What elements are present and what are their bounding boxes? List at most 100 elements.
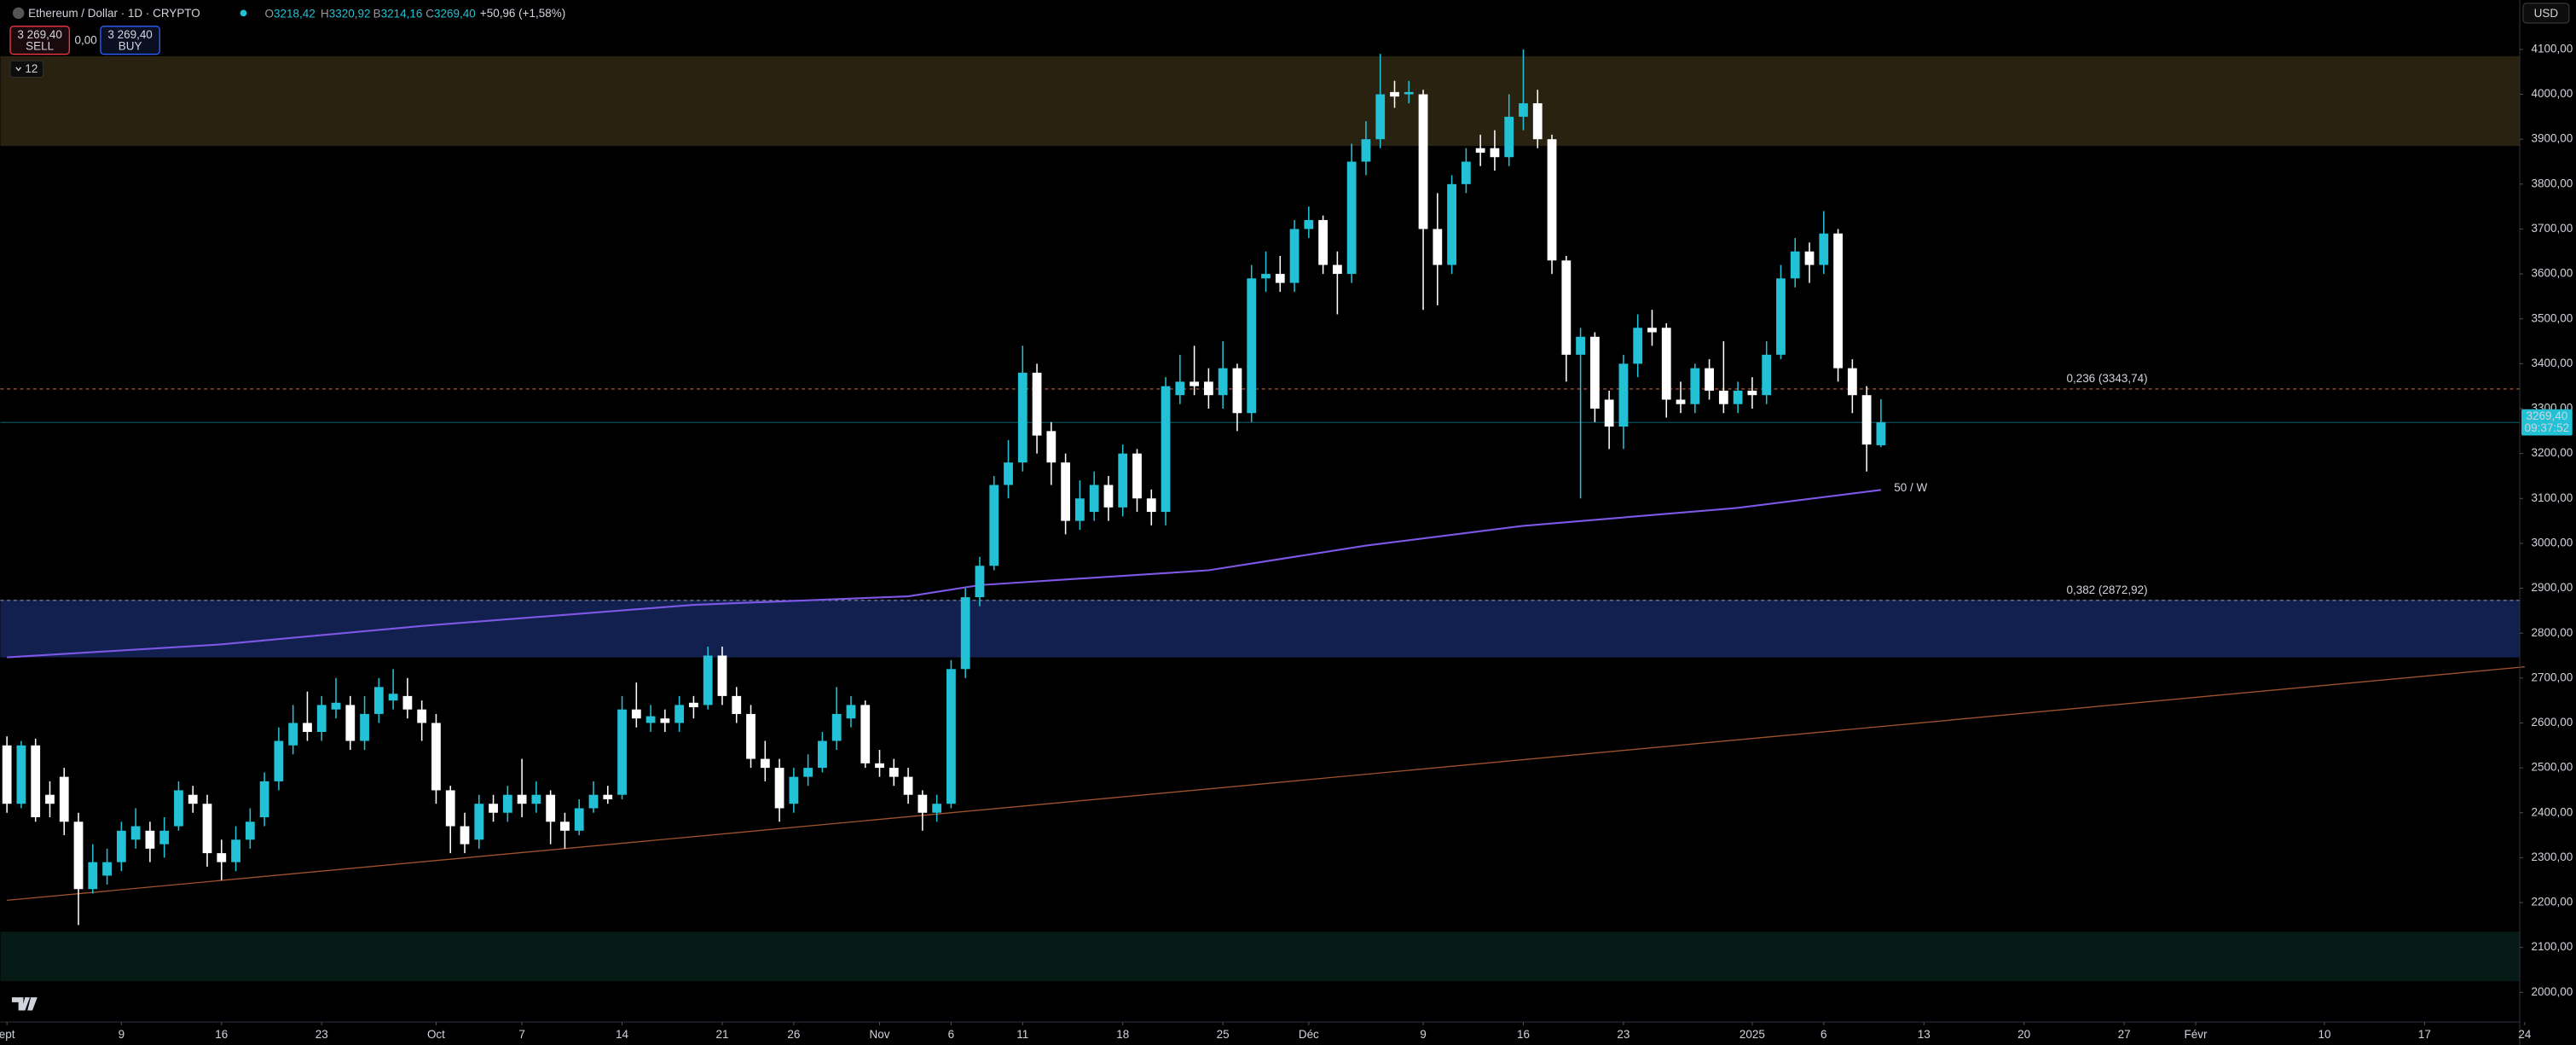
candle-body [1461, 161, 1471, 184]
candle-body [717, 655, 727, 696]
fib-label: 0,236 (3343,74) [2066, 372, 2147, 385]
currency: USD [2534, 7, 2559, 20]
candle-body [1004, 462, 1013, 485]
candle-body [803, 768, 813, 777]
plot-area: 0,236 (3343,74) 0,382 (2872,92) 50 / W [0, 49, 2525, 982]
candle-body [631, 709, 641, 719]
x-tick-label: 6 [1821, 1028, 1827, 1041]
candle-body [1032, 372, 1042, 436]
market-status [240, 9, 247, 17]
x-tick-label: 24 [2518, 1028, 2531, 1041]
x-tick-label: 6 [948, 1028, 955, 1041]
x-tick-label: 26 [787, 1028, 800, 1041]
ohlc-high: H3320,92 [321, 7, 370, 20]
candle-body [1475, 148, 1485, 153]
candle-body [1762, 354, 1772, 396]
ohlc-change: +50,96 (+1,58%) [480, 7, 565, 20]
x-tick-label: 23 [315, 1028, 328, 1041]
tv-logo [11, 997, 38, 1011]
x-tick-label: 10 [2318, 1028, 2330, 1041]
candle-body [1433, 229, 1443, 265]
candle-body [217, 853, 227, 862]
candle-body [373, 687, 384, 714]
candle-body [1190, 381, 1200, 386]
candle-body [774, 768, 784, 809]
candle-body [1146, 498, 1156, 513]
candle-body [345, 705, 356, 741]
y-tick-label: 3500,00 [2532, 311, 2573, 324]
candle-body [732, 695, 742, 714]
candle-body [1275, 274, 1285, 283]
y-tick-label: 2500,00 [2532, 761, 2573, 774]
candle-body [975, 566, 985, 598]
x-tick-label: 16 [215, 1028, 228, 1041]
logo-mark [11, 997, 38, 1011]
candle-body [1061, 462, 1071, 521]
ohlc-open: O3218,42 [265, 7, 315, 20]
y-tick-label: 2900,00 [2532, 581, 2573, 594]
candle-body [417, 709, 427, 723]
zone [0, 55, 2521, 147]
candle-body [674, 705, 685, 723]
candle-body [1318, 219, 1328, 265]
candle-body [331, 702, 341, 710]
countdown: 09:37:52 [2525, 421, 2569, 434]
candle-body [1289, 229, 1300, 283]
x-tick-label: 18 [1116, 1028, 1129, 1041]
candle-body [989, 485, 999, 566]
sell-button[interactable] [9, 26, 71, 55]
candle-body [1404, 91, 1414, 95]
candle-body [889, 768, 899, 777]
candle-body [617, 709, 627, 795]
candle-body [159, 830, 170, 845]
candle-body [1332, 264, 1342, 275]
x-tick-label: 7 [518, 1028, 525, 1041]
candle-body [431, 723, 441, 791]
candle-body [689, 702, 698, 708]
currency-button[interactable] [2522, 3, 2570, 24]
candle-body [274, 740, 284, 781]
chevron [15, 67, 22, 72]
candle-body [1576, 336, 1585, 355]
zone [0, 932, 2521, 982]
y-tick-label: 3200,00 [2532, 446, 2573, 459]
candle-body [1447, 183, 1456, 265]
candle-body [918, 794, 928, 813]
candle-body [1247, 278, 1257, 414]
candle-body [546, 794, 556, 822]
candle-body [1833, 233, 1843, 369]
trendline [7, 665, 2525, 902]
candle-body [2, 745, 12, 804]
symbol-title: Ethereum / Dollar · 1D · CRYPTO [28, 7, 200, 20]
candle-body [603, 794, 613, 799]
candle-body [1861, 395, 1872, 445]
buy-button[interactable] [100, 26, 160, 55]
candle-body [903, 776, 913, 795]
x-tick-label: 16 [1517, 1028, 1530, 1041]
y-tick-label: 2000,00 [2532, 985, 2573, 998]
candle-body [1346, 161, 1357, 275]
y-tick-label: 2300,00 [2532, 851, 2573, 863]
candle-body [932, 804, 942, 813]
indicators-toggle[interactable] [9, 60, 43, 78]
candle-body [875, 763, 884, 769]
candle-body [202, 804, 212, 854]
y-tick-label: 4100,00 [2532, 42, 2573, 55]
candle-body [402, 695, 413, 710]
candle-body [59, 776, 69, 822]
fib-label: 0,382 (2872,92) [2066, 583, 2147, 596]
candle-body [1261, 274, 1271, 279]
candle-body [560, 821, 570, 831]
candle-body [1232, 368, 1242, 414]
candle-body [1504, 116, 1514, 158]
candle-body [73, 821, 84, 890]
y-tick-label: 3400,00 [2532, 357, 2573, 369]
candle-body [645, 716, 656, 723]
x-tick-label: 2025 [1740, 1028, 1765, 1041]
buy-label: BUY [119, 39, 142, 52]
candle-body [517, 794, 527, 804]
candle-body [1618, 363, 1629, 427]
candle-body [489, 804, 498, 813]
candle-body [1304, 219, 1314, 229]
